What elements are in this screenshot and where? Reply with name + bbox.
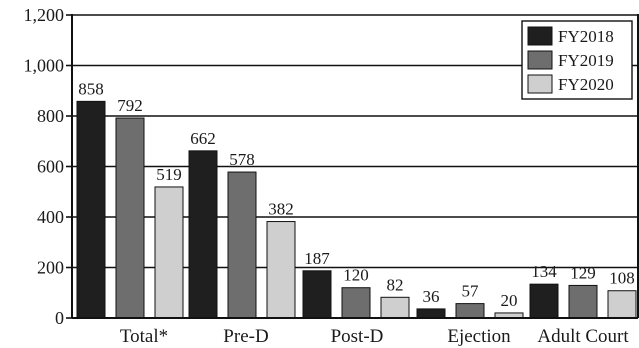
data-label: 519	[156, 165, 182, 184]
data-label: 20	[501, 291, 518, 310]
legend-label: FY2019	[558, 51, 614, 70]
category-label: Post-D	[331, 326, 384, 347]
bar	[529, 283, 559, 319]
data-label: 578	[229, 150, 255, 169]
data-label: 662	[190, 129, 216, 148]
bar	[188, 150, 218, 319]
bar	[380, 296, 410, 319]
data-label: 36	[423, 287, 440, 306]
y-tick-label: 1,200	[24, 5, 65, 25]
category-label: Ejection	[447, 326, 511, 347]
y-tick-label: 200	[37, 258, 64, 278]
data-label: 792	[117, 96, 143, 115]
data-label: 57	[462, 282, 480, 301]
category-label: Adult Court	[537, 326, 629, 347]
bar	[302, 270, 332, 319]
legend: FY2018 FY2019 FY2020	[521, 20, 633, 100]
legend-swatch	[527, 74, 553, 94]
y-tick-label: 800	[37, 106, 64, 126]
data-labels: 858 792 519 662 578 382 187 120 82 36 57 20 134 129 10…	[78, 79, 635, 310]
y-axis-ticks: 0 200 400 600 800 1,000 1,200	[24, 5, 72, 328]
y-tick-label: 0	[55, 308, 64, 328]
bar	[266, 221, 296, 319]
bar	[341, 287, 371, 319]
data-label: 858	[78, 79, 104, 98]
category-labels: Total* Pre-D Post-D Ejection Adult Court	[120, 326, 630, 347]
axes	[71, 14, 639, 319]
y-tick-label: 600	[37, 157, 64, 177]
legend-swatch	[527, 50, 553, 70]
y-tick-label: 1,000	[24, 56, 65, 76]
bar	[227, 171, 257, 319]
bar	[76, 100, 106, 319]
legend-swatch	[527, 26, 553, 46]
bar	[568, 284, 598, 319]
category-label: Pre-D	[223, 326, 268, 347]
data-label: 120	[343, 266, 369, 285]
bar	[607, 290, 637, 319]
bar	[115, 117, 145, 319]
bar	[154, 186, 184, 319]
data-label: 108	[609, 269, 635, 288]
bar	[416, 308, 446, 319]
data-label: 129	[570, 263, 596, 282]
data-label: 382	[268, 200, 294, 219]
legend-label: FY2020	[558, 75, 614, 94]
bars	[76, 100, 637, 319]
data-label: 187	[304, 249, 330, 268]
data-label: 134	[531, 262, 557, 281]
bar	[455, 303, 485, 319]
y-tick-label: 400	[37, 207, 64, 227]
category-label: Total*	[120, 326, 168, 347]
legend-label: FY2018	[558, 27, 614, 46]
data-label: 82	[387, 275, 404, 294]
